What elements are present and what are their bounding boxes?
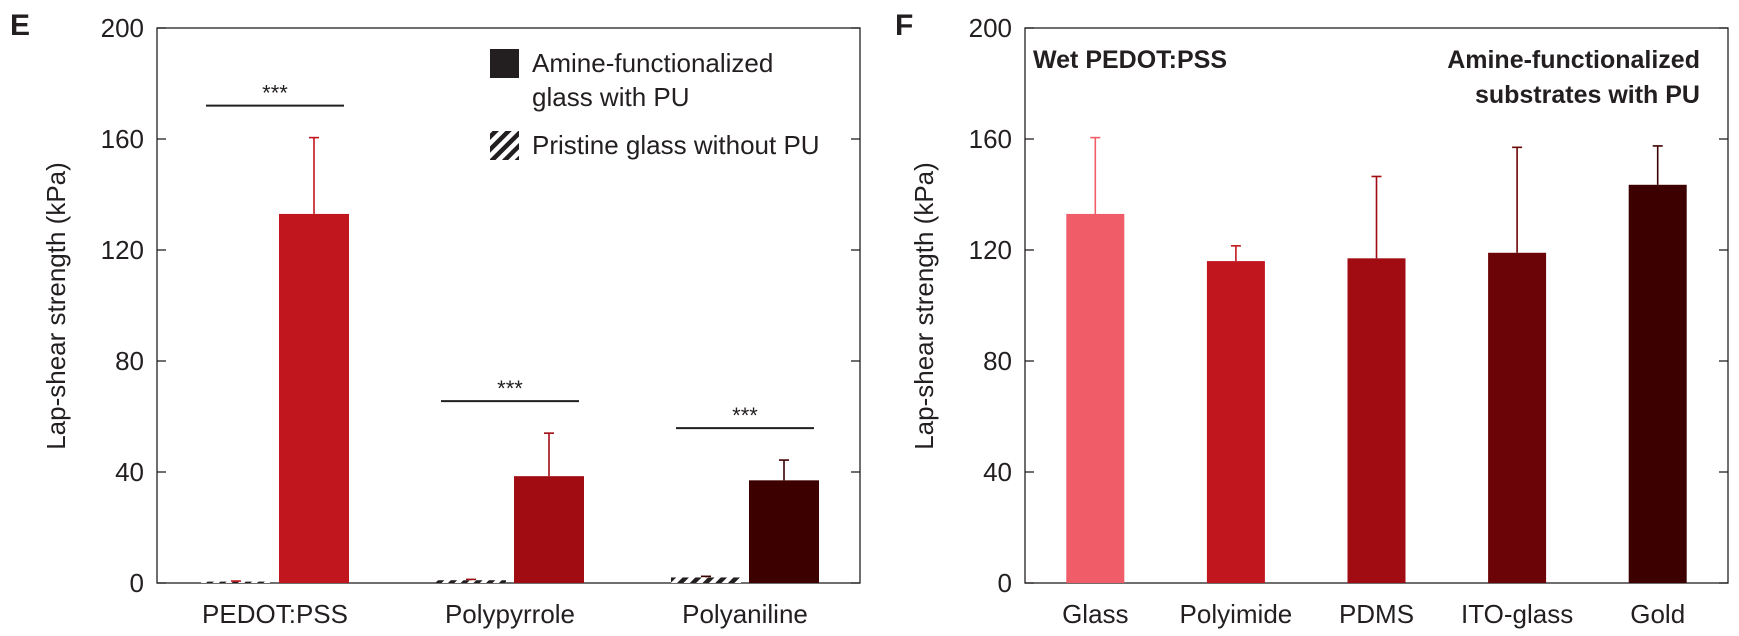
panel-e-y-axis-title: Lap-shear strength (kPa) <box>41 162 71 450</box>
panel-f-bar <box>1628 184 1687 583</box>
panel-e-y-tick-label: 120 <box>101 235 144 265</box>
panel-e-y-tick-label: 80 <box>115 346 144 376</box>
panel-e-significance-label: *** <box>497 376 523 401</box>
panel-f-category-label: PDMS <box>1339 599 1414 629</box>
panel-f-category-label: Gold <box>1630 599 1685 629</box>
panel-f-annotation-right-line2: substrates with PU <box>1475 81 1700 109</box>
panel-f-bar <box>1347 258 1406 583</box>
panel-f-bar <box>1066 213 1125 584</box>
legend-solid-swatch <box>490 49 519 78</box>
legend-solid-label-line1: Amine-functionalized <box>532 48 773 78</box>
panel-e-chart: 0 40 80 120 160 200 *** PEDOT:PSS *** Polypyrrole… <box>101 13 861 629</box>
panel-f-y-tick-label: 0 <box>998 568 1012 598</box>
panel-f-category-label: Glass <box>1062 599 1128 629</box>
panel-e-bar-solid <box>514 476 584 583</box>
panel-f-y-tick-label: 80 <box>983 346 1012 376</box>
panel-e-y-tick-label: 40 <box>115 457 144 487</box>
panel-e-bar-solid <box>749 480 819 583</box>
panel-e-bar-hatched <box>436 580 506 583</box>
panel-e-y-tick-label: 0 <box>130 568 144 598</box>
legend-solid-label-line2: glass with PU <box>532 82 690 112</box>
panel-letter-e: E <box>10 9 30 42</box>
panel-e-bar-solid <box>279 213 349 584</box>
panel-f-category-label: Polyimide <box>1180 599 1293 629</box>
panel-f-annotation-right-line1: Amine-functionalized <box>1447 46 1700 74</box>
panel-e-y-tick-label: 200 <box>101 13 144 43</box>
panel-e-category-label: PEDOT:PSS <box>202 599 348 629</box>
panel-f-bar <box>1488 252 1547 583</box>
panel-e-significance-label: *** <box>732 403 758 428</box>
panel-e-significance-label: *** <box>262 81 288 106</box>
panel-f-y-axis-title: Lap-shear strength (kPa) <box>909 162 939 450</box>
panel-f-category-label: ITO-glass <box>1461 599 1573 629</box>
panel-e-plot-frame <box>156 27 861 584</box>
panel-e-category-label: Polyaniline <box>682 599 808 629</box>
panel-f-chart: 0 40 80 120 160 200 Glass Polyimide PDMS ITO-glas… <box>969 13 1729 629</box>
panel-e-y-tick-label: 160 <box>101 124 144 154</box>
legend-hatched-swatch <box>490 131 519 160</box>
panel-f-y-tick-label: 200 <box>969 13 1012 43</box>
panel-e-legend: Amine-functionalized glass with PU Prist… <box>490 48 820 160</box>
panel-f-y-tick-label: 120 <box>969 235 1012 265</box>
panel-f-annotation-left: Wet PEDOT:PSS <box>1033 46 1227 74</box>
panel-e-category-label: Polypyrrole <box>445 599 575 629</box>
panel-f-bar <box>1206 261 1265 583</box>
panel-e-bar-hatched <box>201 581 271 583</box>
legend-hatched-label: Pristine glass without PU <box>532 130 820 160</box>
panel-f-y-tick-label: 40 <box>983 457 1012 487</box>
panel-letter-f: F <box>895 9 913 42</box>
panel-f-y-tick-label: 160 <box>969 124 1012 154</box>
panel-e-bar-hatched <box>671 577 741 583</box>
